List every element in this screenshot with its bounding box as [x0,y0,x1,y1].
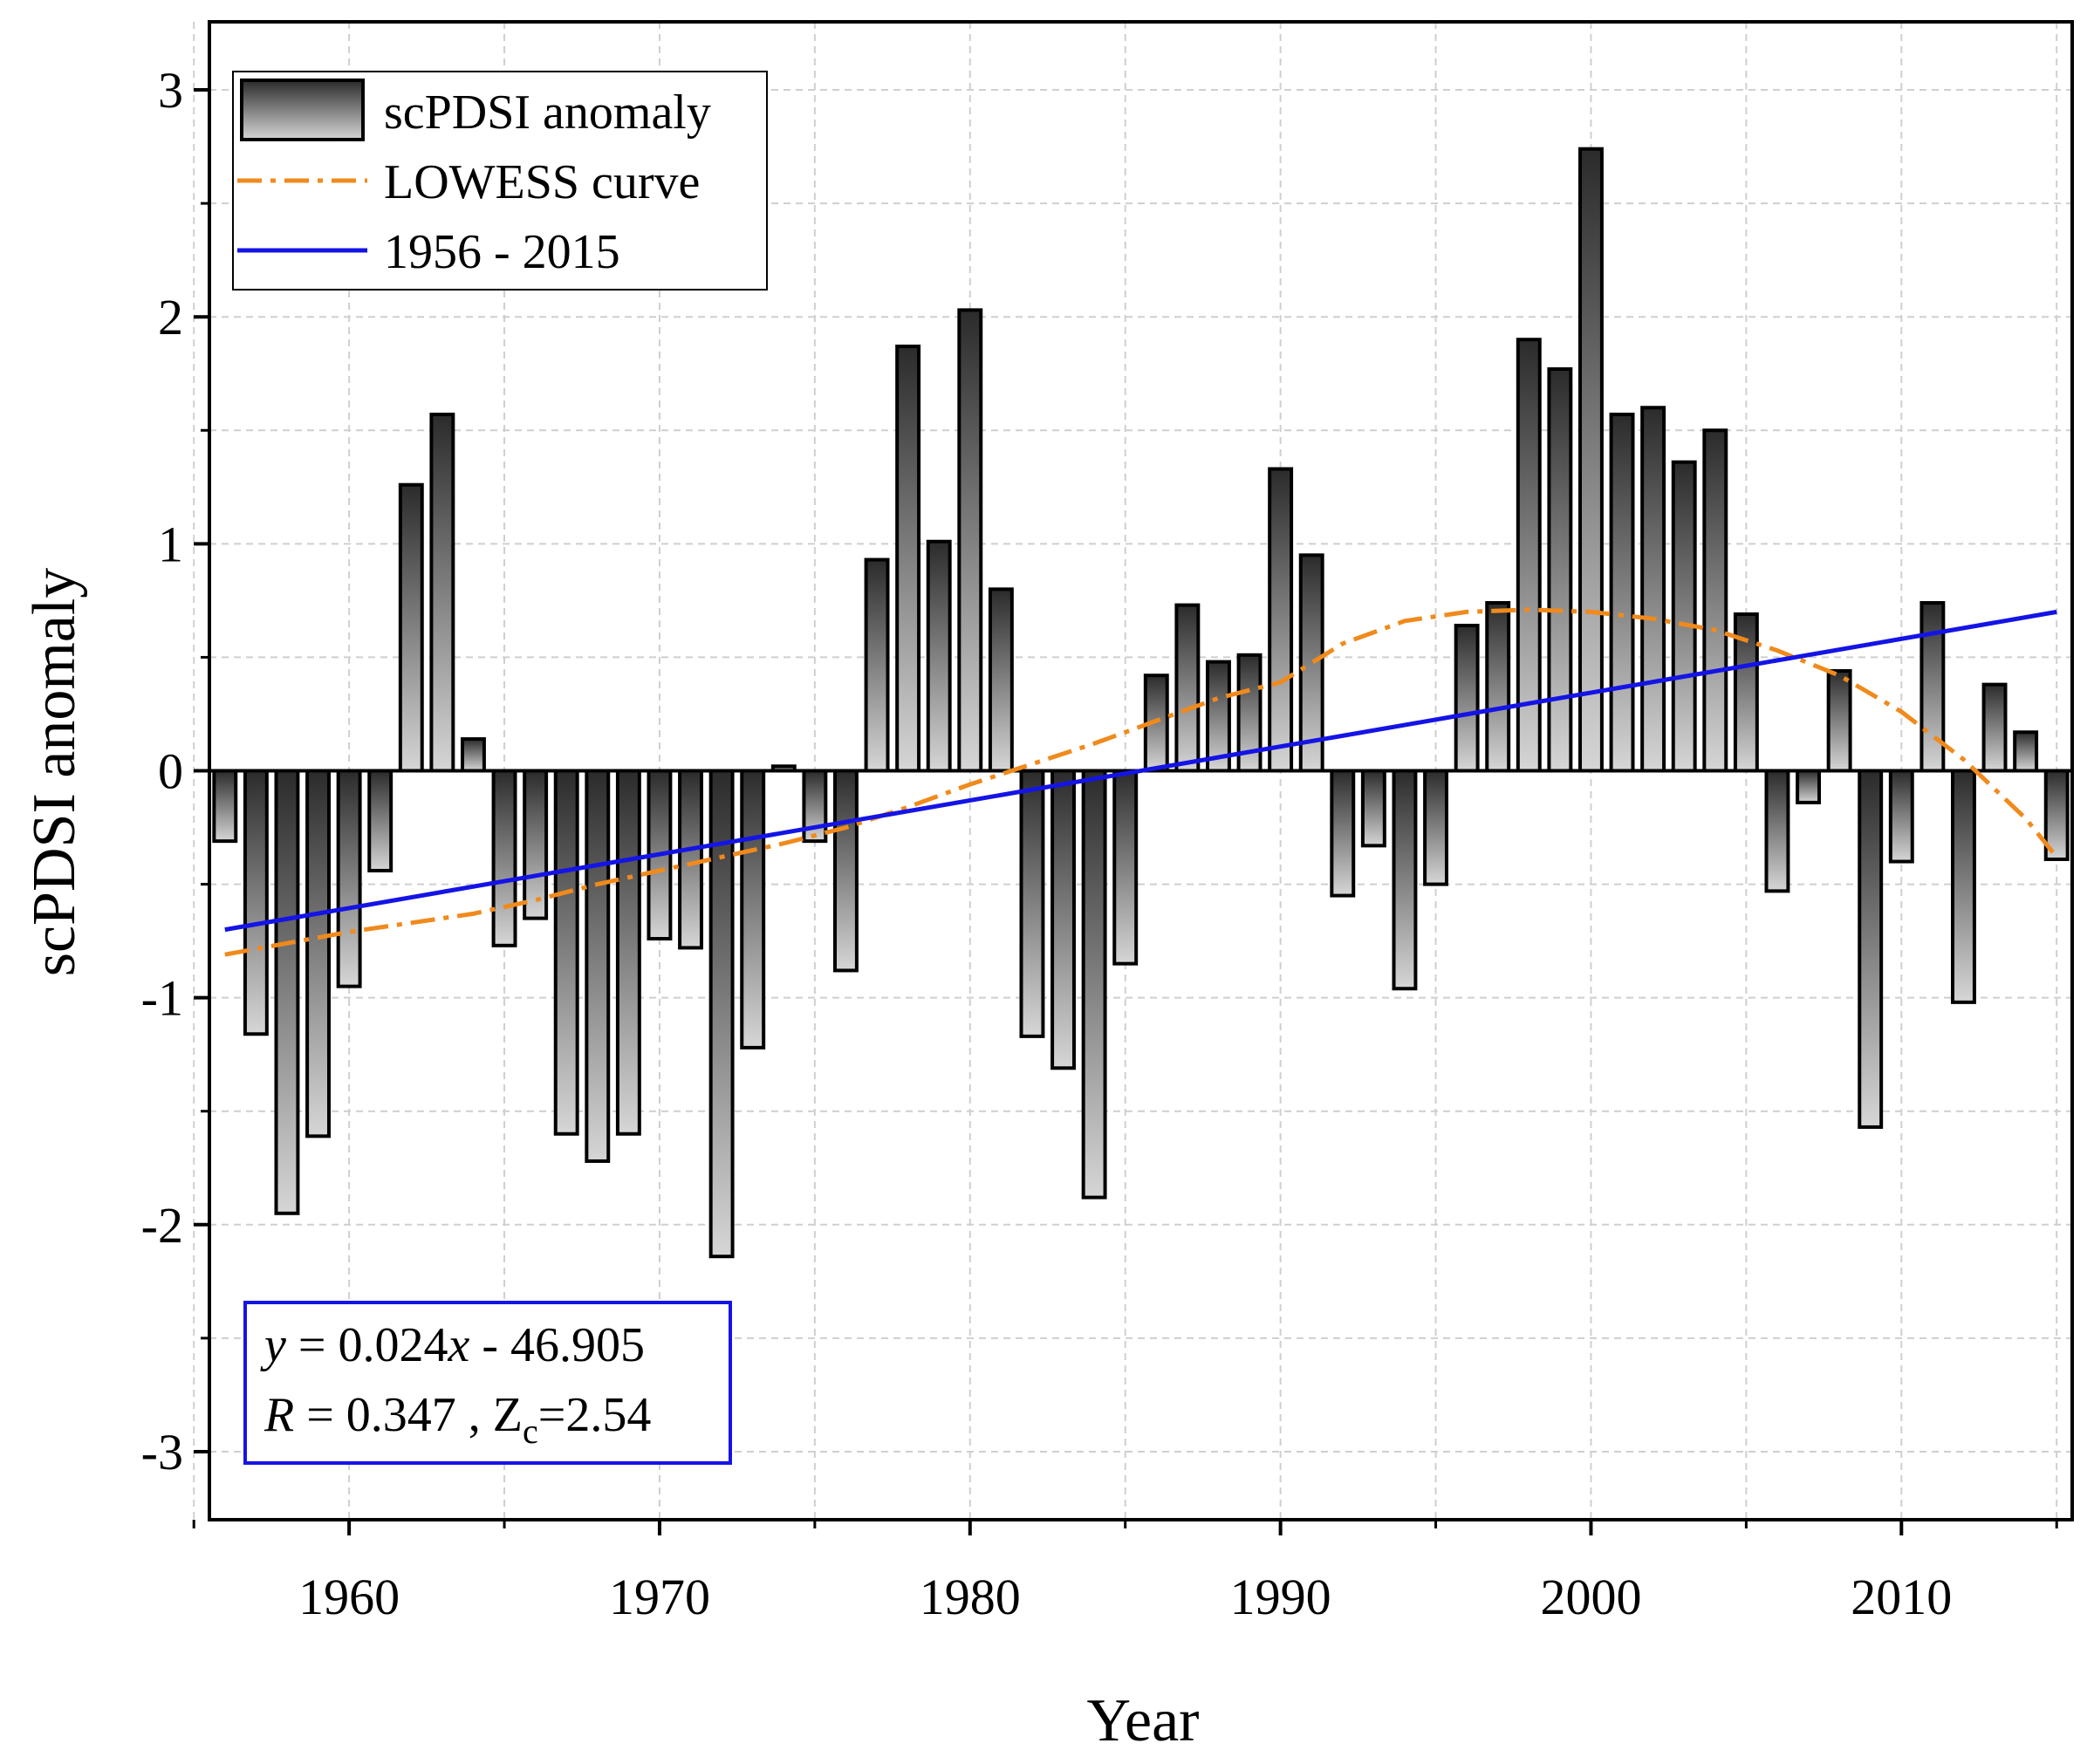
legend-label-trend: 1956 - 2015 [384,225,620,279]
bar-1971 [678,769,703,950]
bar-1982 [1019,769,1045,1038]
y-axis: -3 -2 -1 0 1 2 3 [141,62,209,1480]
bar-1964 [461,737,486,773]
bar-1969 [615,769,641,1136]
bar-1980 [957,308,983,773]
bar-2004 [1702,428,1728,773]
y-tick-label: 2 [158,289,183,345]
bar-1979 [926,539,952,773]
x-tick-label: 2000 [1540,1569,1641,1625]
bar-1958 [274,769,300,1215]
bar-1959 [305,769,331,1138]
equation-line-1: y = 0.024x - 46.905 [260,1318,645,1372]
bar-2013 [1981,682,2008,773]
legend-label-bars: scPDSI anomaly [384,85,711,140]
bar-1998 [1516,338,1542,773]
bar-1994 [1392,769,1418,991]
bar-2002 [1640,406,1666,773]
x-tick-label: 1990 [1230,1569,1331,1625]
x-tick-label: 1970 [609,1569,710,1625]
bar-1978 [895,345,921,773]
y-tick-label: -3 [141,1424,183,1480]
y-tick-label: 1 [158,516,183,572]
bar-1987 [1174,603,1201,773]
bar-1976 [833,769,859,973]
bar-1996 [1454,624,1480,773]
bar-2003 [1671,460,1697,773]
bar-2000 [1578,147,1604,773]
legend-swatch-bars [240,79,365,141]
bar-1981 [988,587,1014,773]
x-axis: 1960 1970 1980 1990 2000 2010 [192,1520,2058,1625]
bar-2010 [1888,769,1914,864]
lowess-curve [224,607,2059,957]
bar-1960 [336,769,362,988]
bar-1962 [398,482,424,773]
x-tick-label: 1980 [920,1569,1021,1625]
bar-1999 [1547,367,1573,773]
bar-1983 [1050,769,1076,1070]
bar-2011 [1920,600,1946,773]
bar-1967 [553,769,579,1136]
bar-1961 [367,769,393,872]
y-tick-label: -2 [141,1197,183,1254]
bar-1977 [864,557,890,773]
y-axis-title: scPDSI anomaly [21,568,88,977]
y-tick-label: 0 [158,743,183,800]
legend-label-lowess: LOWESS curve [384,155,700,209]
x-tick-label: 1960 [298,1569,400,1625]
legend: scPDSI anomaly LOWESS curve 1956 - 2015 [232,71,768,291]
x-tick-label: 2010 [1851,1569,1952,1625]
y-tick-label: -1 [141,970,183,1027]
bar-1985 [1112,769,1139,966]
bar-1995 [1423,769,1448,886]
bar-1973 [740,769,766,1050]
bar-2009 [1858,769,1884,1129]
bar-1997 [1485,600,1511,773]
bar-2008 [1826,669,1852,773]
bar-2014 [2013,730,2039,773]
bar-2006 [1764,769,1790,893]
x-axis-title: Year [1087,1687,1200,1754]
bar-1984 [1081,769,1107,1200]
bar-1993 [1360,769,1386,848]
equation-line-2: R = 0.347 , Zc=2.54 [263,1388,651,1451]
bar-1966 [523,769,549,920]
bar-1968 [585,769,611,1163]
y-tick-label: 3 [158,62,183,119]
bar-2012 [1951,769,1976,1004]
bar-1957 [243,769,269,1036]
bar-1965 [491,769,517,947]
bar-1992 [1330,769,1356,898]
trend-line [224,609,2057,933]
bar-1956 [212,769,238,844]
bar-1963 [429,413,455,773]
equation-box: y = 0.024x - 46.905 R = 0.347 , Zc=2.54 [243,1301,732,1465]
bar-2007 [1796,769,1821,804]
bar-1990 [1268,467,1294,773]
bar-2001 [1609,413,1635,773]
equation-frame [243,1301,732,1465]
bar-2015 [2043,769,2070,861]
